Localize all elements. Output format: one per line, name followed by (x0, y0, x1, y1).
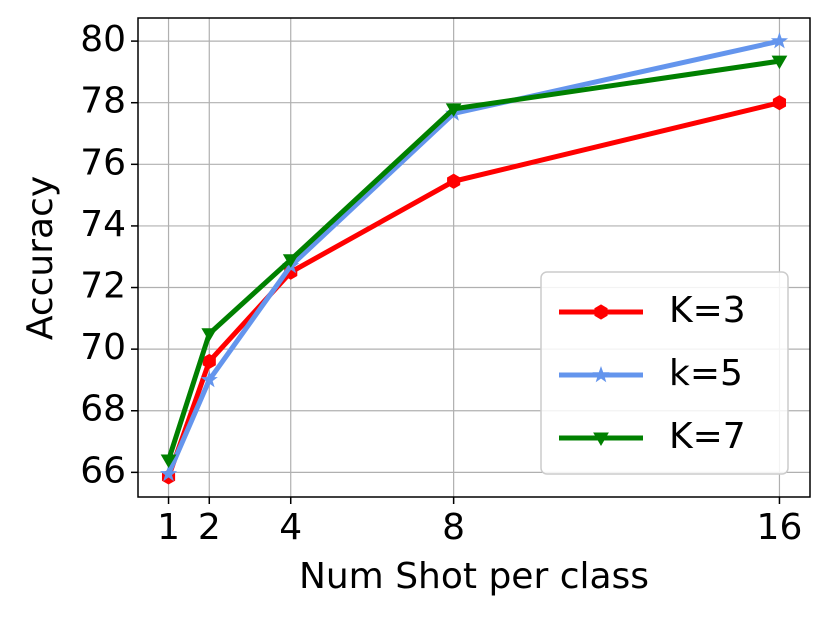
y-axis-label: Accuracy (20, 176, 61, 340)
marker (447, 173, 461, 189)
legend: K=3 k=5 K=7 (540, 271, 789, 475)
legend-frame (540, 271, 789, 475)
marker (593, 432, 609, 446)
marker (445, 103, 462, 117)
marker (772, 95, 787, 111)
marker (592, 365, 610, 383)
marker (160, 454, 177, 469)
marker (771, 55, 788, 70)
y-tick-label: 72 (80, 266, 126, 307)
y-tick-label: 80 (80, 19, 126, 60)
legend-label: K=7 (669, 416, 746, 457)
y-tick-label: 74 (80, 204, 126, 245)
x-axis-label: Num Shot per class (299, 556, 649, 597)
y-tick-label: 78 (80, 81, 126, 122)
y-tick-label: 70 (80, 327, 126, 368)
y-tick-label: 76 (80, 142, 126, 183)
marker (594, 304, 608, 320)
x-tick-label: 2 (198, 507, 221, 548)
x-tick-label: 8 (442, 507, 465, 548)
marker (770, 32, 789, 49)
marker (201, 328, 218, 342)
x-tick-label: 16 (757, 507, 803, 548)
marker (282, 254, 299, 268)
x-tick-label: 4 (279, 507, 302, 548)
plot-frame (137, 17, 811, 498)
marker (159, 464, 178, 482)
x-tick-label: 1 (157, 507, 180, 548)
y-tick-label: 68 (80, 389, 126, 430)
legend-label: k=5 (669, 353, 743, 394)
legend-label: K=3 (669, 290, 746, 331)
y-tick-label: 66 (80, 450, 126, 491)
marker (200, 370, 218, 388)
marker (202, 353, 216, 370)
